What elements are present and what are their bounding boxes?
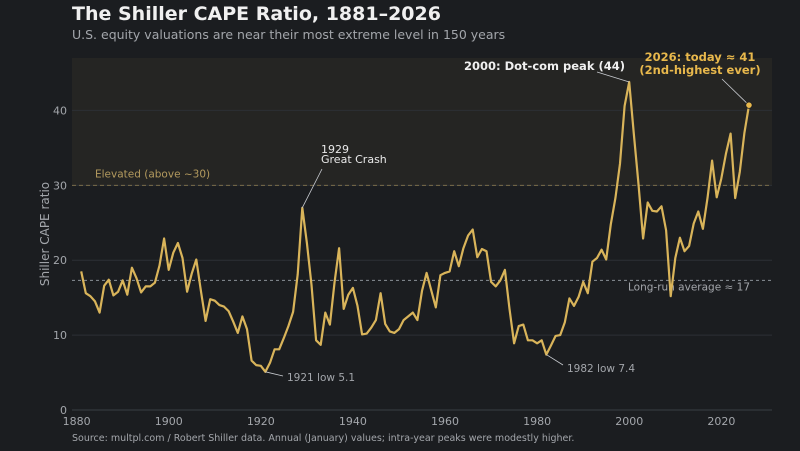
- source-note: Source: multpl.com / Robert Shiller data…: [72, 433, 575, 444]
- annotation-1921-leader: [265, 371, 284, 377]
- y-tick-label-0: 0: [60, 404, 67, 417]
- x-tick-label-2000: 2000: [615, 415, 643, 428]
- annotation-1921-low: 1921 low 5.1: [287, 372, 355, 384]
- annotations: 1929 Great Crash 1921 low 5.1 1982 low 7…: [265, 50, 761, 384]
- x-tick-label-1900: 1900: [155, 415, 183, 428]
- annotation-2000-peak: 2000: Dot-com peak (44): [464, 59, 625, 73]
- elevated-label: Elevated (above ~30): [95, 168, 210, 180]
- y-axis-label: Shiller CAPE ratio: [38, 182, 52, 286]
- elevated-zone-band: [72, 58, 772, 186]
- annotation-1982-low: 1982 low 7.4: [567, 363, 635, 375]
- x-tick-label-1880: 1880: [63, 415, 91, 428]
- annotation-1929-year: 1929: [321, 143, 349, 156]
- x-tick-label-1920: 1920: [247, 415, 275, 428]
- y-tick-label-30: 30: [53, 179, 67, 192]
- annotation-1982-leader: [546, 354, 564, 366]
- x-tick-label-1940: 1940: [339, 415, 367, 428]
- annotation-1929-crash: 1929 Great Crash: [321, 143, 387, 166]
- x-tick-label-1980: 1980: [523, 415, 551, 428]
- y-tick-label-20: 20: [53, 254, 67, 267]
- annotation-2026-note: (2nd-highest ever): [639, 63, 760, 77]
- y-tick-label-40: 40: [53, 104, 67, 117]
- axis-ticks: 1880 1900 1920 1940 1960 1980 2000 2020 0 10 20 30 4…: [53, 104, 735, 428]
- annotation-2000-leader: [596, 71, 630, 83]
- long-run-average-label: Long-run average ≈ 17: [628, 281, 750, 293]
- x-tick-label-1960: 1960: [431, 415, 459, 428]
- y-tick-label-10: 10: [53, 329, 67, 342]
- cape-series-line: [80, 80, 751, 373]
- today-marker-point: [745, 101, 753, 109]
- annotation-1929-label: Great Crash: [321, 153, 387, 166]
- chart-subtitle: U.S. equity valuations are near their mo…: [72, 27, 506, 42]
- x-tick-label-2020: 2020: [707, 415, 735, 428]
- annotation-2026-leader: [721, 78, 750, 106]
- chart-title: The Shiller CAPE Ratio, 1881–2026: [72, 3, 441, 25]
- annotation-1929-leader: [301, 168, 323, 208]
- annotation-2026-today: 2026: today ≈ 41: [645, 50, 756, 64]
